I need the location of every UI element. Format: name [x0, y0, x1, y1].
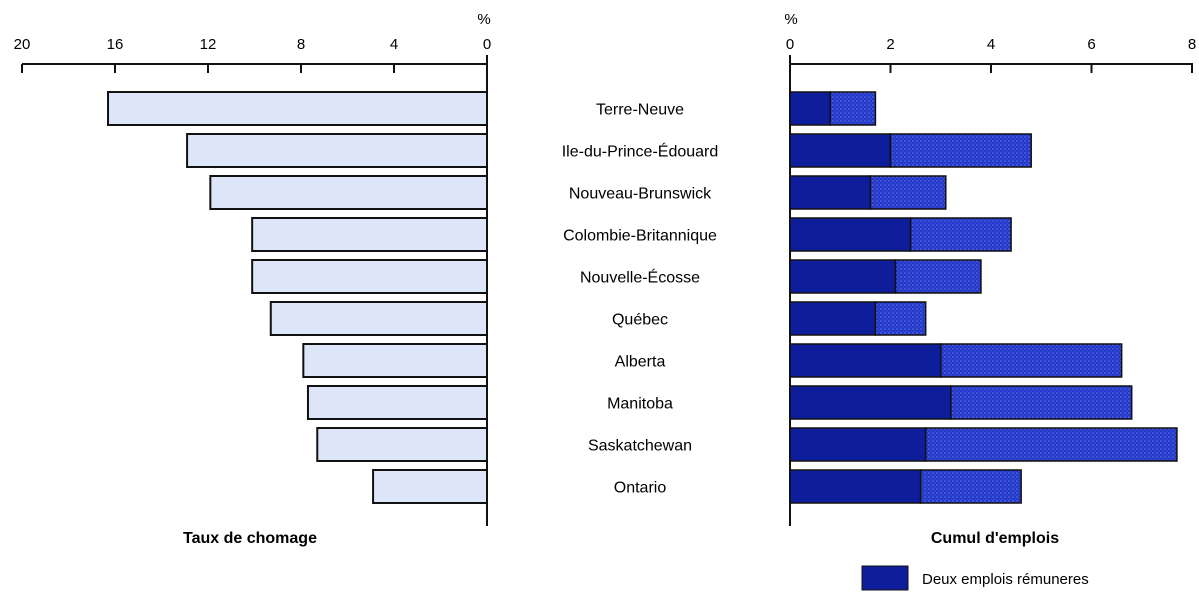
- cumulative-jobs-bar: [950, 385, 1133, 420]
- two-jobs-bar: [789, 469, 922, 504]
- two-jobs-bar: [789, 343, 942, 378]
- cumulative-jobs-bar: [869, 175, 947, 210]
- two-jobs-bar: [789, 175, 872, 210]
- right-x-ticks: 0 2 4 6 8: [786, 36, 1196, 73]
- unemployment-bar: [316, 427, 488, 462]
- two-jobs-bar: [789, 133, 892, 168]
- cumulative-jobs-bar: [894, 259, 982, 294]
- two-jobs-bar: [789, 217, 912, 252]
- legend: Deux emplois rémuneres: [861, 565, 1089, 591]
- unemployment-caption: Taux de chomage: [183, 530, 317, 547]
- cumulative-jobs-bar: [909, 217, 1012, 252]
- left-tick-label: 12: [200, 36, 217, 53]
- unemployment-bar: [302, 343, 489, 378]
- province-labels: Terre-Neuve Ile-du-Prince-Édouard Nouveau-…: [562, 102, 719, 497]
- legend-swatch: [861, 565, 909, 591]
- two-jobs-bar: [789, 259, 897, 294]
- cumulative-jobs-bar: [829, 91, 877, 126]
- two-jobs-bar: [789, 301, 877, 336]
- unemployment-bar: [372, 469, 489, 504]
- unemployment-bars: [107, 91, 489, 504]
- province-label: Nouvelle-Écosse: [580, 268, 700, 287]
- right-tick-label: 8: [1188, 36, 1196, 53]
- unemployment-bar: [306, 385, 488, 420]
- province-label: Ontario: [614, 480, 667, 497]
- province-label: Alberta: [615, 354, 666, 371]
- right-tick-label: 0: [786, 36, 794, 53]
- province-label: Québec: [612, 312, 668, 329]
- unemployment-bar: [209, 175, 488, 210]
- left-tick-label: 8: [297, 36, 305, 53]
- province-label: Manitoba: [607, 396, 673, 413]
- province-label: Nouveau-Brunswick: [569, 186, 712, 203]
- unemployment-bar: [107, 91, 489, 126]
- left-unit-label: %: [477, 11, 490, 28]
- left-tick-label: 4: [390, 36, 398, 53]
- left-tick-label: 20: [14, 36, 31, 53]
- unemployment-bar: [186, 133, 488, 168]
- cumulative-jobs-bar: [919, 469, 1022, 504]
- unemployment-bar: [251, 217, 488, 252]
- two-jobs-bar: [789, 385, 952, 420]
- right-tick-label: 6: [1087, 36, 1095, 53]
- unemployment-bar: [269, 301, 488, 336]
- two-jobs-bar: [789, 91, 831, 126]
- province-label: Saskatchewan: [588, 438, 692, 455]
- multiple-jobs-bars: [789, 91, 1178, 504]
- province-label: Colombie-Britannique: [563, 228, 717, 245]
- left-x-ticks: 20 16 12 8 4 0: [14, 36, 491, 73]
- cumulative-jobs-bar: [889, 133, 1032, 168]
- legend-label: Deux emplois rémuneres: [922, 571, 1089, 588]
- right-tick-label: 2: [886, 36, 894, 53]
- left-tick-label: 0: [483, 36, 491, 53]
- cumulative-jobs-bar: [874, 301, 927, 336]
- left-tick-label: 16: [107, 36, 124, 53]
- two-jobs-bar: [789, 427, 927, 462]
- cumulative-jobs-bar: [940, 343, 1123, 378]
- unemployment-chart: % 20 16 12 8 4 0 Taux de chomage: [14, 11, 492, 547]
- province-label: Terre-Neuve: [596, 102, 684, 119]
- unemployment-bar: [251, 259, 488, 294]
- right-unit-label: %: [784, 11, 797, 28]
- right-tick-label: 4: [987, 36, 995, 53]
- province-label: Ile-du-Prince-Édouard: [562, 142, 719, 161]
- multiple-jobs-caption: Cumul d'emplois: [931, 530, 1059, 547]
- multiple-jobs-chart: % 0 2 4 6 8 Cumul d'emplois Deux emplois rém…: [784, 11, 1196, 591]
- cumulative-jobs-bar: [924, 427, 1178, 462]
